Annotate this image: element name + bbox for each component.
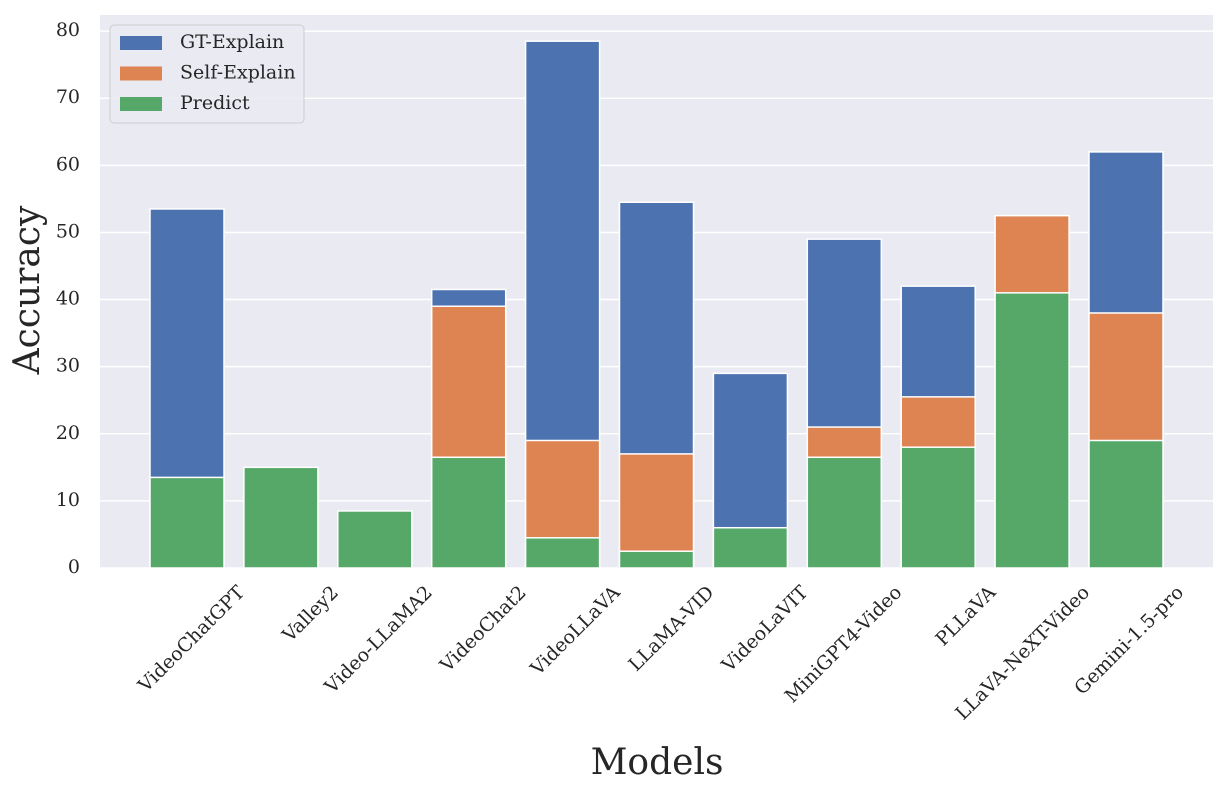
bar [1088,439,1164,569]
bar [243,466,319,569]
x-tick-label: VideoLaVIT [717,581,813,677]
y-tick-label: 0 [68,556,80,578]
x-tick-label: PLLaVA [931,581,1000,650]
y-tick-label: 80 [56,19,80,41]
legend-swatch [120,36,162,50]
x-tick-label: VideoChatGPT [133,581,249,697]
bar [430,456,507,569]
bar [524,537,601,569]
bar [618,550,695,569]
bar [900,446,976,569]
x-tick-label: VideoLLaVA [526,581,625,680]
bar [806,456,883,569]
x-tick-label: VideoChat2 [435,582,531,678]
bar [618,453,695,569]
legend-swatch [120,66,162,81]
y-tick-label: 70 [56,86,80,108]
bar [712,526,789,569]
legend-label: Predict [180,92,250,114]
legend-swatch [120,97,162,111]
x-axis-title: Models [591,742,724,783]
y-tick-label: 30 [56,355,80,377]
y-tick-label: 50 [56,220,80,242]
y-tick-label: 60 [56,153,80,175]
legend-label: GT-Explain [180,31,284,53]
bar [337,510,413,569]
x-tick-label: Valley2 [278,582,343,647]
y-axis-title: Accuracy [7,205,48,375]
bar [994,292,1070,569]
y-tick-label: 10 [56,489,80,511]
y-tick-label: 20 [56,422,80,444]
y-tick-label: 40 [56,288,80,310]
bar [149,476,225,569]
x-tick-label: LLaMA-VID [624,582,718,676]
legend-label: Self-Explain [180,62,296,84]
